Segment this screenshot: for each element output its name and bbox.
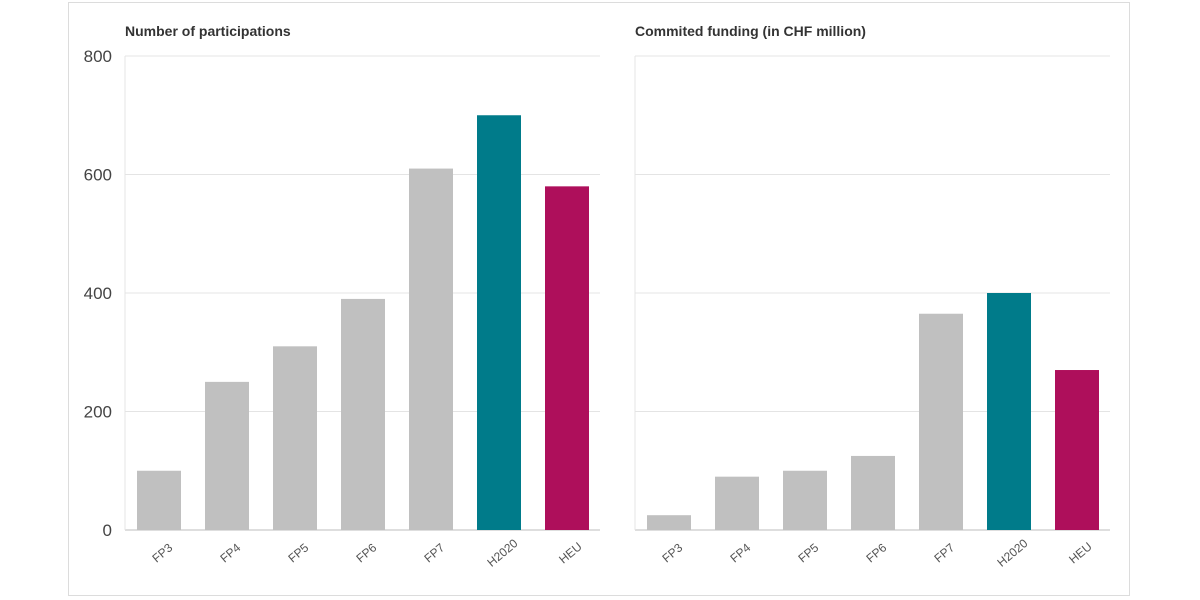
bar-participations-fp3 [137, 470, 181, 530]
y-tick-label: 600 [84, 166, 112, 185]
bar-participations-heu [545, 186, 589, 530]
x-tick-label: FP5 [795, 540, 821, 565]
x-tick-label: FP7 [931, 540, 957, 565]
x-tick-label: H2020 [994, 536, 1030, 570]
x-tick-label: FP4 [727, 540, 753, 565]
bar-funding-fp5 [783, 470, 827, 530]
x-tick-label: FP5 [285, 540, 311, 565]
panel-funding: FP3 FP4 FP5 FP6 FP7 H2020 HEU [634, 55, 1110, 570]
x-tick-label: FP3 [659, 540, 685, 565]
x-tick-label: FP6 [353, 540, 379, 565]
x-tick-label: FP6 [863, 540, 889, 565]
bar-funding-h2020 [987, 293, 1031, 530]
x-tick-label: HEU [1066, 539, 1094, 566]
x-tick-label: H2020 [484, 536, 520, 570]
panel-participations: 0 200 400 600 800 FP3 FP4 FP5 FP6 FP7 H2020 HEU [84, 47, 600, 570]
bar-funding-heu [1055, 370, 1099, 530]
x-tick-label: FP4 [217, 540, 243, 565]
bar-participations-fp4 [205, 381, 249, 530]
x-tick-label: HEU [556, 539, 584, 566]
y-tick-label: 800 [84, 47, 112, 66]
bar-funding-fp6 [851, 455, 895, 530]
bar-participations-h2020 [477, 115, 521, 530]
bar-participations-fp7 [409, 168, 453, 530]
y-tick-label: 200 [84, 403, 112, 422]
y-tick-label: 400 [84, 284, 112, 303]
bar-funding-fp7 [919, 313, 963, 530]
bar-participations-fp5 [273, 346, 317, 530]
x-tick-label: FP7 [421, 540, 447, 565]
bar-funding-fp3 [647, 515, 691, 530]
bar-participations-fp6 [341, 298, 385, 530]
x-tick-label: FP3 [149, 540, 175, 565]
panel-title-funding: Commited funding (in CHF million) [635, 23, 866, 39]
panel-title-participations: Number of participations [125, 23, 291, 39]
bar-funding-fp4 [715, 476, 759, 530]
y-tick-label: 0 [103, 521, 112, 540]
